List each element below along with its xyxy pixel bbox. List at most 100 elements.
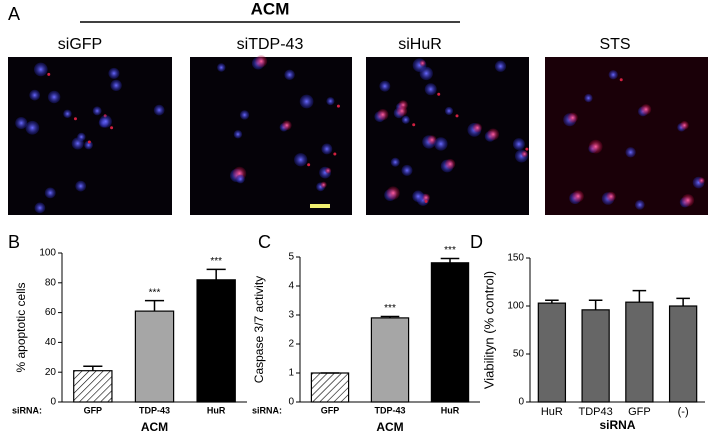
y-tick-label: 100 (507, 301, 524, 312)
micrograph (8, 57, 172, 215)
x-tick-label: GFP (84, 405, 103, 415)
y-tick-label: 60 (45, 307, 57, 318)
stained-cell (427, 135, 437, 145)
stained-cell (680, 120, 689, 130)
cell-nucleus (635, 199, 645, 210)
cell-nucleus (92, 106, 102, 116)
y-axis-label: % apoptotic cells (14, 282, 28, 372)
cell-nucleus (434, 137, 448, 151)
cell-nucleus (625, 147, 636, 158)
y-tick-label: 20 (45, 367, 57, 378)
stained-spot (437, 92, 441, 96)
stained-spot (424, 199, 428, 203)
cell-nucleus (424, 83, 437, 96)
significance: *** (149, 287, 161, 298)
error-bar (144, 299, 165, 312)
stained-cell (588, 139, 603, 154)
bar (134, 310, 175, 403)
cell-nucleus (29, 89, 41, 101)
cell-nucleus (401, 164, 413, 176)
stained-cell (572, 190, 584, 203)
x-tick-label: TDP-43 (374, 405, 405, 415)
cell-nucleus (33, 62, 48, 77)
stained-spot (412, 123, 416, 127)
panel-label: C (258, 232, 271, 252)
cell-nucleus (44, 187, 56, 199)
y-tick-label: 4 (288, 281, 294, 292)
image-label: siGFP (58, 36, 102, 53)
image-label: STS (599, 36, 630, 53)
x-tick-label: GFP (321, 405, 340, 415)
stained-spot (307, 163, 311, 167)
error-bar (83, 365, 103, 371)
stained-cell (324, 167, 332, 174)
cell-nucleus (444, 106, 454, 116)
x-prefix: siRNA: (252, 405, 282, 415)
micrograph (190, 57, 352, 215)
stained-cell (386, 186, 400, 200)
y-tick-label: 50 (513, 349, 525, 360)
scale-bar (310, 204, 330, 208)
significance: *** (384, 303, 396, 314)
y-axis-label: Caspase 3/7 activity (252, 276, 266, 383)
significance: *** (444, 245, 456, 256)
error-bar (380, 315, 400, 318)
error-bar (632, 289, 647, 303)
stained-cell (421, 193, 431, 202)
stained-cell (255, 55, 268, 68)
bar (370, 317, 410, 403)
stained-spot (73, 117, 77, 121)
stained-cell (640, 104, 652, 115)
y-tick-label: 80 (45, 277, 57, 288)
stained-spot (47, 72, 51, 76)
error-bar (588, 299, 603, 310)
y-tick-label: 3 (288, 310, 294, 321)
y-tick-label: 2 (288, 339, 294, 350)
stained-spot (619, 78, 623, 82)
x-tick-label: (-) (678, 406, 689, 418)
stained-cell (396, 105, 408, 117)
cell-nucleus (108, 67, 120, 79)
cell-nucleus (512, 138, 525, 151)
stained-cell (698, 177, 705, 184)
stained-cell (320, 181, 327, 189)
stained-spot (87, 140, 91, 144)
error-bar (676, 297, 690, 306)
stained-spot (455, 114, 459, 118)
stained-cell (282, 120, 292, 131)
bar (668, 305, 698, 403)
x-tick-label: TDP43 (579, 406, 613, 418)
y-tick-label: 5 (288, 252, 294, 263)
micrograph (545, 57, 708, 215)
bar (625, 301, 654, 403)
cell-nucleus (235, 174, 245, 184)
cell-nucleus (239, 110, 250, 120)
bar (310, 372, 350, 403)
x-prefix: siRNA: (12, 405, 42, 415)
cell-nucleus (299, 94, 314, 109)
cell-nucleus (47, 90, 61, 104)
image-label: siTDP-43 (237, 36, 304, 53)
cell-nucleus (584, 93, 593, 103)
y-tick-label: 0 (50, 397, 56, 408)
cell-nucleus (326, 97, 335, 106)
bar (196, 279, 236, 403)
cell-nucleus (494, 60, 507, 72)
cell-nucleus (25, 120, 40, 135)
stained-cell (681, 194, 695, 207)
stained-cell (521, 150, 528, 158)
cell-nucleus (15, 116, 28, 130)
cell-nucleus (217, 63, 226, 72)
cell-nucleus (608, 70, 618, 80)
stained-cell (472, 123, 483, 133)
bar (73, 370, 113, 403)
x-tick-label: HuR (207, 405, 226, 415)
error-bar (206, 268, 226, 280)
y-axis-label: Viabilityn (% control) (481, 271, 496, 389)
x-tick-label: GFP (628, 406, 651, 418)
cell-nucleus (110, 79, 122, 92)
image-label: siHuR (398, 36, 442, 53)
cell-nucleus (34, 202, 46, 214)
cell-nucleus (321, 143, 333, 155)
